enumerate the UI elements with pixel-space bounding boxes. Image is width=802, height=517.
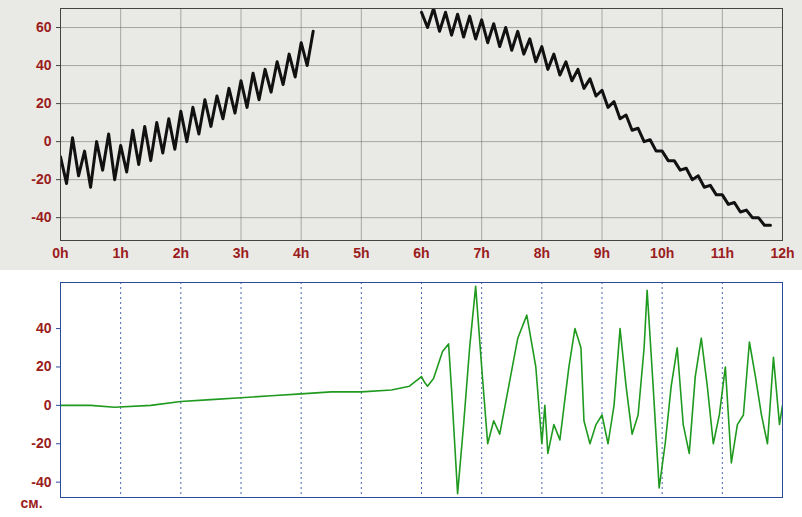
svg-text:9h: 9h [594,245,610,261]
svg-text:20: 20 [36,95,52,111]
svg-text:12h: 12h [770,245,794,261]
svg-text:-40: -40 [31,209,51,225]
svg-text:8h: 8h [534,245,550,261]
svg-text:-20: -20 [31,435,51,451]
svg-text:1h: 1h [112,245,128,261]
svg-text:6h: 6h [413,245,429,261]
svg-text:10h: 10h [650,245,674,261]
svg-text:0h: 0h [52,245,68,261]
svg-text:7h: 7h [473,245,489,261]
svg-text:4h: 4h [293,245,309,261]
svg-text:40: 40 [36,57,52,73]
svg-text:-40: -40 [31,474,51,490]
svg-text:11h: 11h [711,245,734,261]
svg-text:см.: см. [21,495,43,511]
svg-text:0: 0 [44,397,52,413]
svg-text:0: 0 [44,133,52,149]
svg-text:2h: 2h [173,245,189,261]
svg-text:20: 20 [36,358,52,374]
svg-text:60: 60 [36,19,52,35]
svg-text:3h: 3h [233,245,249,261]
svg-text:-20: -20 [31,171,51,187]
svg-text:40: 40 [36,320,52,336]
svg-text:5h: 5h [353,245,369,261]
